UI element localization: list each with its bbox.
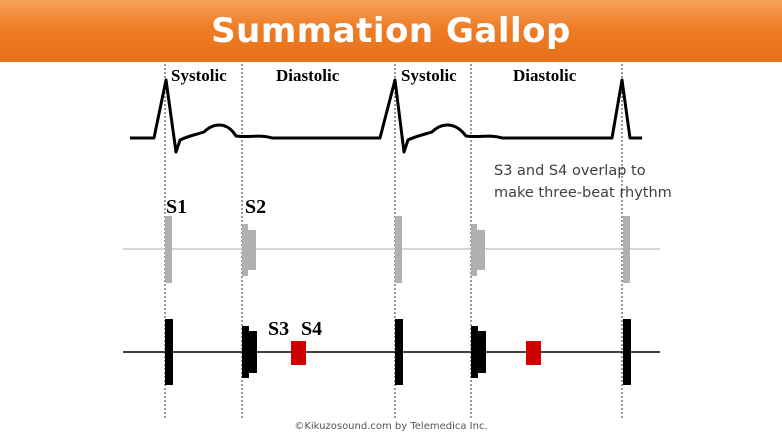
phase-guides <box>164 64 623 420</box>
phase-label-diastolic: Diastolic <box>513 66 577 85</box>
note-line: make three-beat rhythm <box>494 185 672 201</box>
note-line: S3 and S4 overlap to <box>494 163 646 179</box>
s1-mark <box>395 319 403 385</box>
s3-label: S3 <box>268 318 290 340</box>
s2-mark <box>471 326 478 378</box>
s1-label: S1 <box>166 196 188 218</box>
phase-label-systolic: Systolic <box>171 66 227 85</box>
s2-mark-tail <box>477 230 485 270</box>
s1-mark <box>395 216 402 283</box>
s2-mark <box>242 326 249 378</box>
s2-mark <box>242 224 248 276</box>
s1-mark <box>623 216 630 283</box>
summation-gallop-marks <box>291 341 541 365</box>
overlap-note: S3 and S4 overlap to make three-beat rhy… <box>494 160 694 204</box>
title-banner <box>0 0 782 62</box>
gallop-sound-marks <box>165 319 631 385</box>
s1-mark <box>165 319 173 385</box>
s2-mark <box>471 224 477 276</box>
normal-sound-marks <box>165 216 630 283</box>
s2-mark-tail <box>249 331 257 373</box>
s4-label: S4 <box>301 318 323 340</box>
s2-label: S2 <box>245 196 267 218</box>
phase-label-diastolic: Diastolic <box>276 66 340 85</box>
ecg-trace <box>130 78 642 154</box>
page-title: Summation Gallop <box>211 11 571 51</box>
s2-mark-tail <box>248 230 256 270</box>
copyright-text: ©Kikuzosound.com by Telemedica Inc. <box>294 421 488 432</box>
s3-s4-mark <box>291 341 306 365</box>
s1-mark <box>165 216 172 283</box>
s3-s4-mark <box>526 341 541 365</box>
s2-mark-tail <box>478 331 486 373</box>
phase-label-systolic: Systolic <box>401 66 457 85</box>
s1-mark <box>623 319 631 385</box>
